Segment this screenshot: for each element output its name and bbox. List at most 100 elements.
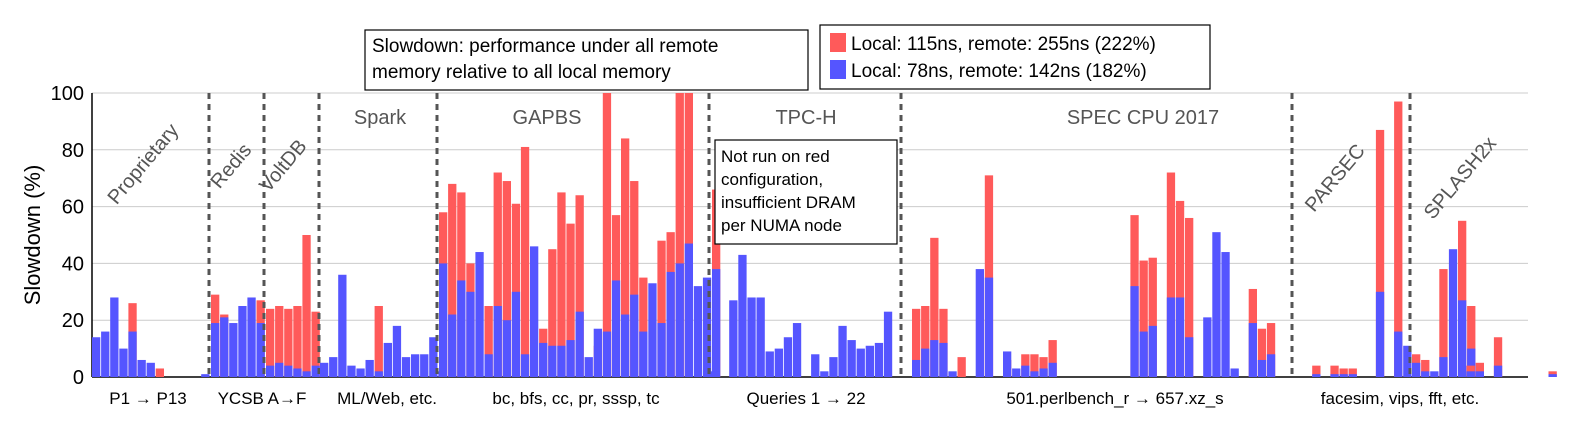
bar-blue[interactable]	[302, 371, 311, 377]
bar-red[interactable]	[1458, 220, 1467, 377]
bar-blue[interactable]	[939, 342, 948, 377]
bar-blue[interactable]	[811, 354, 820, 377]
bar-red[interactable]	[1139, 260, 1148, 377]
bar-red[interactable]	[1394, 101, 1403, 378]
bar-blue[interactable]	[602, 331, 612, 377]
bar-blue[interactable]	[329, 357, 338, 377]
bar-blue[interactable]	[520, 354, 530, 377]
bar-red[interactable]	[1312, 365, 1321, 377]
bar-blue[interactable]	[284, 365, 293, 377]
bar-blue[interactable]	[1130, 286, 1139, 377]
bar-red[interactable]	[1266, 323, 1276, 377]
bar-blue[interactable]	[392, 325, 402, 377]
bar-blue[interactable]	[1403, 345, 1412, 377]
bar-blue[interactable]	[1448, 249, 1458, 377]
bar-red[interactable]	[684, 93, 693, 377]
bar-red[interactable]	[1348, 368, 1357, 377]
bar-blue[interactable]	[847, 340, 856, 377]
bar-blue[interactable]	[1266, 354, 1276, 377]
bar-blue[interactable]	[774, 348, 783, 377]
bar-red[interactable]	[493, 172, 502, 377]
bar-red[interactable]	[1166, 172, 1176, 377]
bar-blue[interactable]	[439, 263, 448, 377]
bar-blue[interactable]	[266, 365, 275, 377]
bar-blue[interactable]	[1139, 331, 1148, 377]
bar-blue[interactable]	[948, 371, 957, 377]
bar-blue[interactable]	[1175, 297, 1185, 377]
bar-red[interactable]	[630, 181, 639, 377]
bar-red[interactable]	[266, 308, 275, 377]
bar-red[interactable]	[557, 192, 566, 377]
bar-red[interactable]	[1030, 354, 1039, 377]
bar-blue[interactable]	[648, 283, 657, 377]
bar-blue[interactable]	[365, 359, 374, 377]
bar-blue[interactable]	[975, 269, 984, 377]
bar-blue[interactable]	[1030, 371, 1039, 377]
bar-red[interactable]	[1257, 328, 1267, 377]
bar-blue[interactable]	[856, 348, 865, 377]
bar-blue[interactable]	[457, 280, 466, 377]
bar-blue[interactable]	[347, 365, 356, 377]
bar-blue[interactable]	[1039, 368, 1048, 377]
bar-blue[interactable]	[593, 328, 602, 377]
bar-blue[interactable]	[1439, 357, 1448, 377]
bar-blue[interactable]	[1166, 297, 1176, 377]
bar-red[interactable]	[1048, 340, 1057, 377]
bar-red[interactable]	[930, 237, 939, 377]
bar-blue[interactable]	[411, 354, 420, 377]
bar-red[interactable]	[1375, 129, 1385, 377]
bar-blue[interactable]	[756, 297, 765, 377]
bar-blue[interactable]	[820, 371, 829, 377]
bar-blue[interactable]	[865, 345, 874, 377]
bar-blue[interactable]	[401, 357, 411, 377]
bar-blue[interactable]	[137, 359, 146, 377]
bar-blue[interactable]	[1458, 300, 1467, 377]
bar-blue[interactable]	[1375, 291, 1385, 377]
bar-red[interactable]	[1175, 200, 1185, 377]
bar-blue[interactable]	[1248, 323, 1257, 377]
bar-blue[interactable]	[1339, 374, 1348, 377]
bar-blue[interactable]	[1348, 374, 1357, 377]
bar-blue[interactable]	[1466, 371, 1475, 377]
bar-red[interactable]	[311, 311, 320, 377]
bar-blue[interactable]	[621, 314, 630, 377]
bar-red[interactable]	[621, 138, 630, 377]
bar-red[interactable]	[1148, 257, 1157, 377]
bar-blue[interactable]	[747, 297, 756, 377]
bar-blue[interactable]	[666, 271, 675, 377]
bar-red[interactable]	[1467, 306, 1476, 377]
bar-red[interactable]	[502, 181, 511, 377]
bar-red[interactable]	[548, 249, 557, 377]
bar-red[interactable]	[912, 308, 921, 377]
bar-blue[interactable]	[539, 342, 548, 377]
bar-blue[interactable]	[611, 280, 621, 377]
bar-blue[interactable]	[711, 371, 720, 377]
bar-blue[interactable]	[1257, 359, 1267, 377]
bar-blue[interactable]	[792, 323, 802, 377]
bar-blue[interactable]	[838, 325, 847, 377]
bar-blue[interactable]	[984, 277, 994, 377]
bar-blue[interactable]	[584, 357, 593, 377]
bar-blue[interactable]	[630, 294, 639, 377]
bar-red[interactable]	[302, 235, 311, 377]
bar-blue[interactable]	[466, 291, 475, 377]
bar-blue[interactable]	[829, 357, 838, 377]
bar-red[interactable]	[575, 195, 584, 377]
bar-blue[interactable]	[1430, 371, 1439, 377]
bar-blue[interactable]	[1230, 368, 1239, 377]
bar-blue[interactable]	[484, 354, 493, 377]
bar-red[interactable]	[155, 368, 164, 377]
bar-red[interactable]	[939, 308, 948, 377]
bar-blue[interactable]	[712, 269, 721, 377]
bar-blue[interactable]	[448, 314, 457, 377]
bar-blue[interactable]	[92, 337, 101, 377]
bar-blue[interactable]	[702, 277, 712, 377]
bar-blue[interactable]	[765, 351, 774, 377]
bar-blue[interactable]	[383, 342, 392, 377]
bar-blue[interactable]	[146, 362, 155, 377]
bar-blue[interactable]	[1212, 232, 1221, 377]
bar-blue[interactable]	[356, 368, 365, 377]
bar-blue[interactable]	[275, 362, 284, 377]
bar-blue[interactable]	[101, 331, 110, 377]
bar-red[interactable]	[957, 357, 966, 377]
